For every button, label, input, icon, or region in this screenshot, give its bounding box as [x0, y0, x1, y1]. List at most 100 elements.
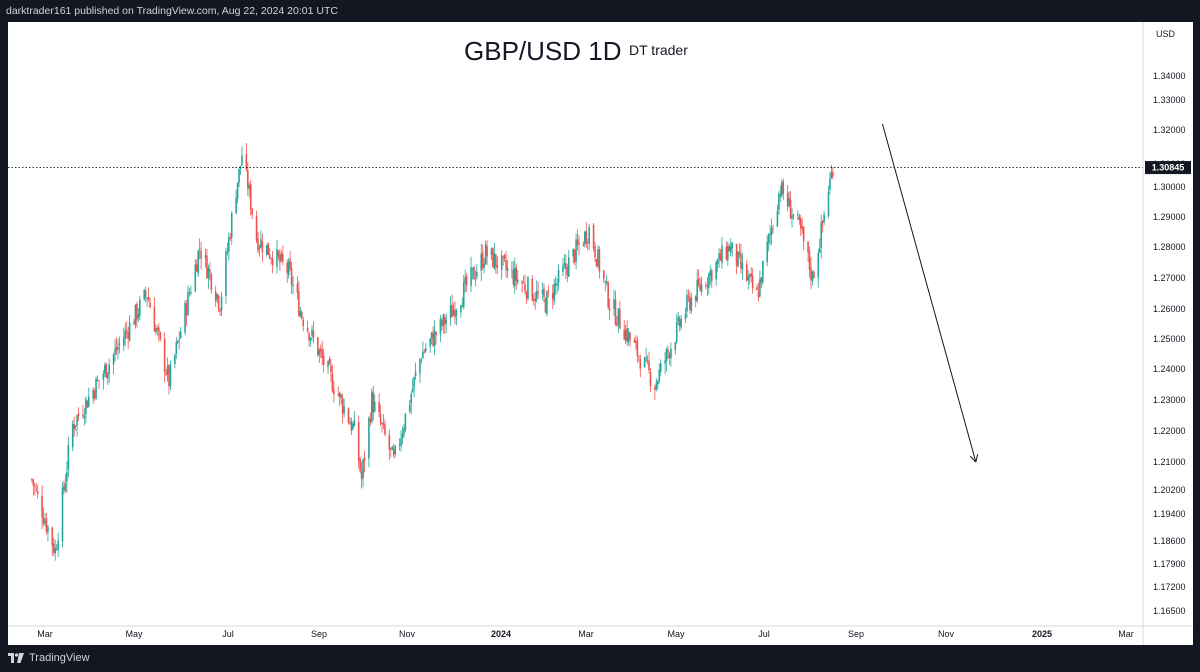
candle — [122, 327, 125, 352]
time-tick-label: Sep — [848, 629, 864, 639]
price-tick-label: 1.34000 — [1153, 71, 1186, 81]
candle — [378, 393, 380, 417]
candle — [87, 387, 90, 408]
candle — [204, 248, 207, 268]
candle — [260, 230, 262, 249]
time-tick-label: Nov — [399, 629, 416, 639]
candle — [751, 268, 754, 294]
price-chart[interactable]: USD 1.340001.330001.320001.310001.300001… — [8, 22, 1193, 645]
candle — [565, 254, 567, 280]
candle — [398, 438, 401, 451]
candle — [643, 356, 646, 368]
candle — [810, 257, 812, 289]
candle — [165, 369, 167, 377]
candle — [146, 296, 148, 307]
candle — [546, 290, 548, 317]
candle — [290, 261, 293, 294]
candle — [770, 218, 773, 245]
candle — [300, 309, 303, 320]
candle — [423, 348, 426, 354]
candle — [51, 526, 54, 557]
candle — [98, 380, 100, 389]
candle — [95, 376, 97, 400]
candle — [265, 244, 268, 257]
candle — [449, 296, 452, 327]
candle — [149, 297, 151, 309]
chart-container[interactable]: USD 1.340001.330001.320001.310001.300001… — [8, 22, 1193, 645]
candle — [214, 285, 217, 307]
candle — [147, 287, 150, 302]
candle — [61, 482, 64, 548]
candle — [789, 190, 792, 220]
chart-title-block: GBP/USD 1D DT trader — [464, 36, 688, 66]
time-axis-ticks: Mar May Jul Sep Nov 2024 Mar May Jul Sep Nov 2025 Ma… — [37, 629, 1134, 639]
candle — [553, 278, 555, 306]
candle — [128, 315, 131, 342]
candle — [471, 267, 474, 280]
candle — [716, 258, 719, 272]
candle — [55, 543, 58, 551]
candle — [134, 304, 137, 329]
candle — [551, 284, 554, 310]
candle — [363, 450, 366, 473]
tradingview-logo-icon — [8, 653, 24, 663]
candle — [333, 380, 335, 403]
candle — [276, 239, 278, 274]
candle — [801, 218, 804, 235]
down-arrow-annotation[interactable] — [881, 123, 979, 463]
candle — [778, 191, 780, 215]
candle — [731, 242, 733, 257]
candle — [139, 295, 141, 321]
candle — [235, 189, 237, 215]
candle — [311, 325, 313, 342]
candle — [645, 347, 647, 363]
candle — [404, 413, 407, 433]
candle — [441, 317, 443, 331]
candle — [496, 256, 499, 275]
candle — [740, 243, 742, 274]
candle — [52, 538, 55, 556]
candle — [675, 313, 678, 345]
candle — [359, 457, 361, 474]
candle — [817, 248, 820, 288]
candle — [502, 255, 504, 266]
candle — [207, 264, 210, 290]
candle — [832, 166, 834, 180]
candle — [317, 336, 319, 357]
candle — [33, 482, 36, 496]
time-tick-label: May — [667, 629, 685, 639]
candle — [725, 241, 728, 261]
candle — [791, 208, 793, 228]
candle — [473, 265, 475, 280]
candle — [757, 282, 760, 302]
candle — [829, 172, 831, 195]
candle — [524, 274, 526, 295]
price-tick-label: 1.18600 — [1153, 536, 1186, 546]
price-tick-label: 1.21000 — [1153, 457, 1186, 467]
tradingview-logo[interactable]: TradingView — [8, 652, 90, 664]
candle — [788, 191, 790, 208]
candle — [41, 485, 43, 530]
candle — [617, 308, 620, 333]
candle — [35, 482, 38, 493]
candle — [168, 363, 170, 395]
candle — [280, 250, 283, 263]
candle — [258, 244, 261, 257]
candle — [268, 247, 271, 260]
candle — [337, 386, 340, 397]
candle — [735, 243, 738, 275]
currency-label: USD — [1156, 29, 1176, 39]
candle — [137, 307, 140, 323]
candle — [104, 362, 106, 378]
candle — [238, 168, 240, 187]
candle — [381, 422, 383, 433]
candle — [136, 301, 138, 328]
candle — [327, 360, 329, 374]
candle — [106, 372, 109, 386]
time-tick-label: Jul — [758, 629, 770, 639]
candle — [322, 348, 325, 373]
price-tick-label: 1.27000 — [1153, 273, 1186, 283]
candle — [575, 233, 577, 270]
candle — [776, 204, 779, 228]
